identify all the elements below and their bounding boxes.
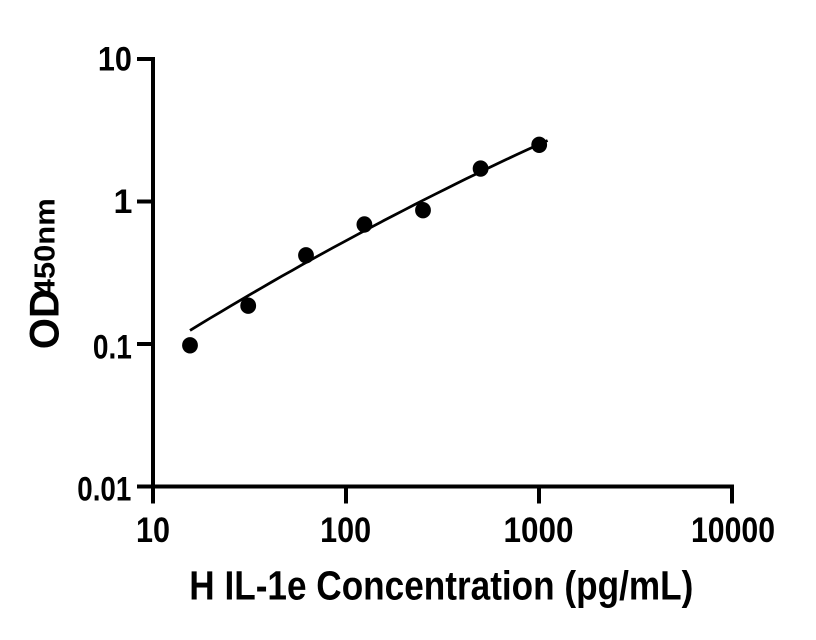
svg-text:10: 10 xyxy=(136,511,170,550)
svg-text:10: 10 xyxy=(98,41,132,79)
svg-text:OD: OD xyxy=(21,289,68,349)
svg-text:450nm: 450nm xyxy=(30,198,62,296)
svg-text:1000: 1000 xyxy=(504,511,574,550)
svg-text:10000: 10000 xyxy=(691,511,775,550)
svg-text:H IL-1e Concentration (pg/mL): H IL-1e Concentration (pg/mL) xyxy=(189,563,693,609)
svg-text:100: 100 xyxy=(320,511,371,550)
svg-text:1: 1 xyxy=(114,183,133,221)
svg-text:0.1: 0.1 xyxy=(93,328,132,366)
svg-text:0.01: 0.01 xyxy=(77,470,131,508)
